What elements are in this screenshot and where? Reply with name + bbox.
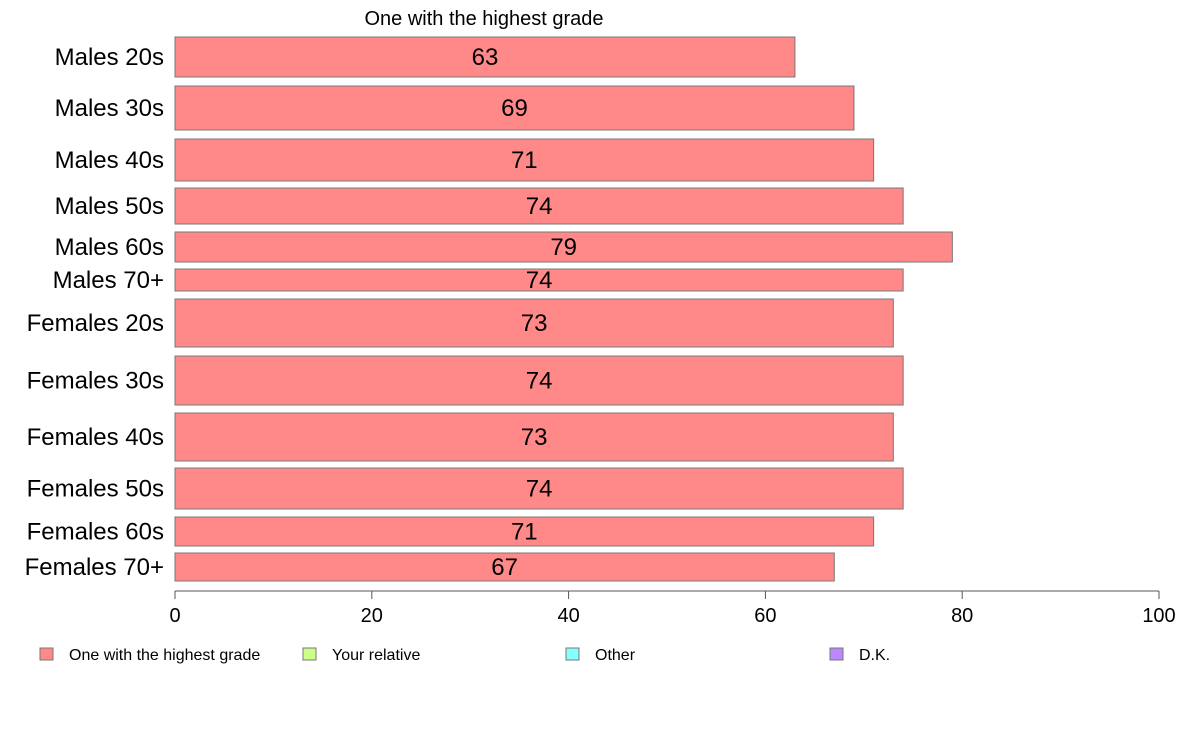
bar [174, 355, 904, 406]
legend-swatch [39, 647, 54, 661]
legend-label: D.K. [859, 647, 890, 664]
bar [174, 36, 796, 78]
legend-swatch [829, 647, 844, 661]
category-label: Males 20s [55, 44, 164, 71]
bar-value-label: 74 [526, 476, 553, 503]
bar-value-label: 73 [521, 310, 548, 337]
bar [174, 138, 875, 182]
bar [174, 412, 894, 462]
category-label: Males 70+ [53, 267, 164, 294]
x-tick-label: 100 [1142, 605, 1175, 627]
bar-value-label: 79 [550, 234, 577, 261]
bar [174, 516, 875, 547]
category-label: Females 60s [27, 519, 164, 546]
bar [174, 298, 894, 348]
x-tick-label: 20 [361, 605, 383, 627]
legend-swatch [302, 647, 317, 661]
bar [174, 85, 855, 131]
category-label: Females 40s [27, 424, 164, 451]
category-label: Females 50s [27, 476, 164, 503]
category-label: Females 30s [27, 368, 164, 395]
bar-value-label: 67 [491, 554, 518, 581]
bars-group: Males 20s 63 Males 30s 69 Males 40s 71 Males 5… [25, 36, 953, 582]
category-label: Males 60s [55, 234, 164, 261]
category-label: Males 50s [55, 193, 164, 220]
bar-value-label: 74 [526, 193, 553, 220]
bar [174, 467, 904, 510]
x-tick-label: 80 [951, 605, 973, 627]
bar [174, 187, 904, 225]
bar [174, 552, 835, 582]
bar-value-label: 73 [521, 424, 548, 451]
bar [174, 231, 953, 263]
bar-value-label: 74 [526, 368, 553, 395]
legend-label: Your relative [332, 647, 420, 664]
category-label: Males 30s [55, 95, 164, 122]
chart-title: One with the highest grade [364, 8, 603, 30]
legend: One with the highest grade Your relative O… [39, 647, 890, 664]
category-label: Females 70+ [25, 554, 164, 581]
bar [174, 268, 904, 292]
x-axis: 0 20 40 60 80 100 [169, 590, 1176, 627]
x-tick-label: 40 [557, 605, 579, 627]
x-tick-label: 60 [754, 605, 776, 627]
legend-label: Other [595, 647, 636, 664]
x-tick-label: 0 [169, 605, 180, 627]
bar-value-label: 69 [501, 95, 528, 122]
bar-value-label: 71 [511, 147, 538, 174]
category-label: Males 40s [55, 147, 164, 174]
legend-label: One with the highest grade [69, 647, 260, 664]
bar-value-label: 74 [526, 267, 553, 294]
bar-value-label: 63 [472, 44, 499, 71]
bar-value-label: 71 [511, 519, 538, 546]
legend-swatch [565, 647, 580, 661]
category-label: Females 20s [27, 310, 164, 337]
